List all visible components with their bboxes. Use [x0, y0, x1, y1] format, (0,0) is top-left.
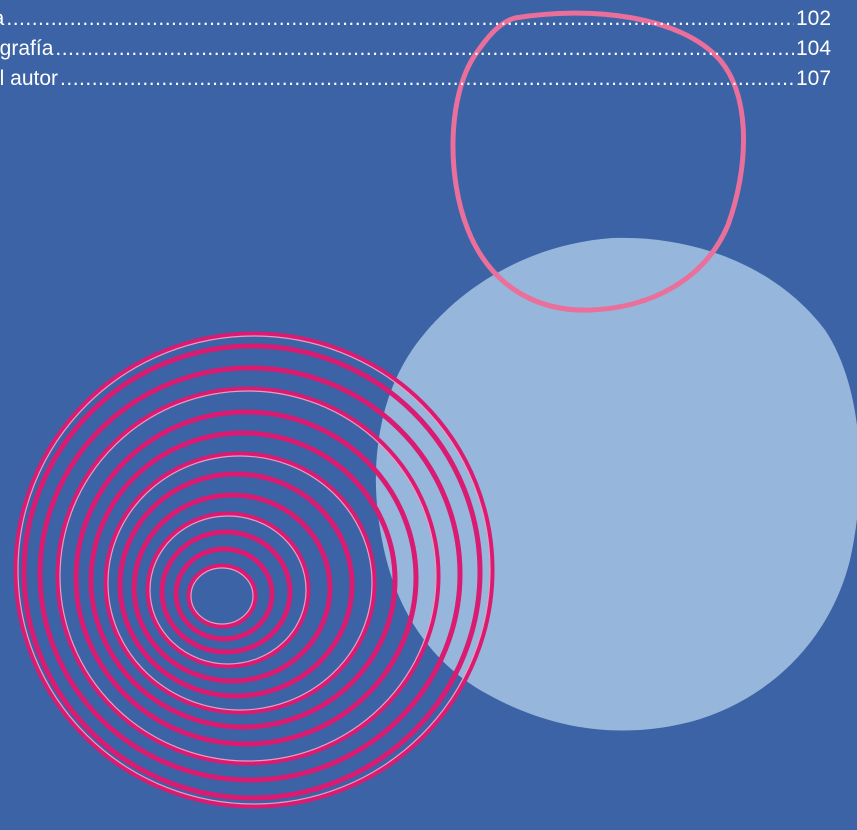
toc-dot-leader	[60, 64, 794, 94]
toc-entry-label: el autor	[0, 67, 59, 90]
toc-entry-label: la	[0, 4, 4, 34]
toc-entry[interactable]: ografía 104	[0, 34, 857, 64]
toc-entry-page: 104	[796, 37, 832, 60]
toc-entry-label: ografía	[0, 37, 54, 60]
toc-entry-page: 102	[796, 7, 832, 30]
toc-dot-leader	[55, 34, 794, 64]
toc-dot-leader	[6, 4, 794, 34]
magenta-spiral	[13, 331, 495, 809]
toc-entry[interactable]: el autor 107	[0, 64, 857, 94]
toc-entry-page: 107	[796, 67, 832, 90]
light-blue-blob	[375, 237, 857, 731]
toc-entry[interactable]: la 102	[0, 4, 857, 34]
table-of-contents: la 102 ografía 104 el autor 107	[0, 4, 857, 94]
